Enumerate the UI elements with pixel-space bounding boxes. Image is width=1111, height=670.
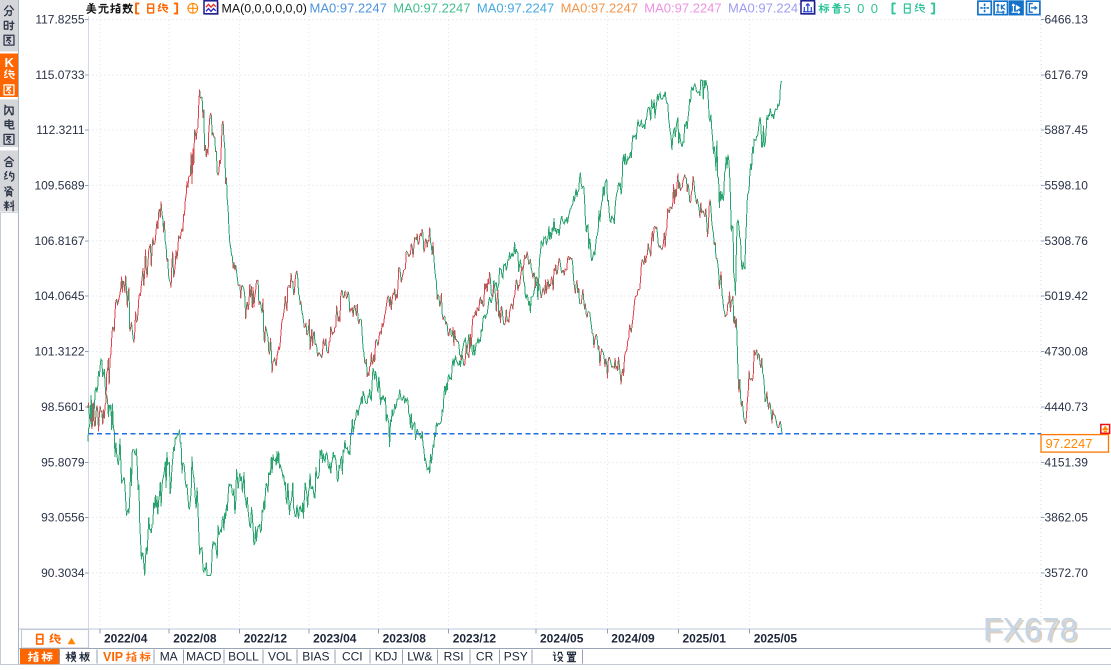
svg-text:6466.13: 6466.13 xyxy=(1045,13,1089,27)
svg-text:MA0:97.2247: MA0:97.2247 xyxy=(561,1,638,16)
svg-text:90.3034: 90.3034 xyxy=(41,566,85,580)
svg-text:5308.76: 5308.76 xyxy=(1045,234,1089,248)
svg-text:101.3122: 101.3122 xyxy=(34,345,84,359)
svg-text:5019.42: 5019.42 xyxy=(1045,289,1089,303)
svg-text:117.8255: 117.8255 xyxy=(35,13,84,27)
svg-text:2025/05: 2025/05 xyxy=(754,632,798,646)
svg-text:109.5689: 109.5689 xyxy=(34,179,84,193)
svg-text:97.2247: 97.2247 xyxy=(1046,436,1093,451)
svg-text:2023/08: 2023/08 xyxy=(383,632,427,646)
svg-text:MA0:97.2247: MA0:97.2247 xyxy=(310,1,387,16)
svg-text:CR: CR xyxy=(476,650,494,664)
svg-text:4730.08: 4730.08 xyxy=(1045,345,1089,359)
svg-text:5598.10: 5598.10 xyxy=(1045,179,1089,193)
svg-text:VIP: VIP xyxy=(103,650,123,664)
svg-text:115.0733: 115.0733 xyxy=(35,68,84,82)
svg-text:KDJ: KDJ xyxy=(375,650,398,664)
svg-text:2025/01: 2025/01 xyxy=(683,632,727,646)
svg-text:3862.05: 3862.05 xyxy=(1045,511,1089,525)
svg-text:112.3211: 112.3211 xyxy=(36,123,85,137)
svg-text:2023/04: 2023/04 xyxy=(313,632,357,646)
svg-text:500: 500 xyxy=(844,1,885,16)
svg-text:4151.39: 4151.39 xyxy=(1045,455,1089,469)
svg-text:5887.45: 5887.45 xyxy=(1045,123,1089,137)
svg-text:98.5601: 98.5601 xyxy=(41,400,85,414)
svg-text:FX678: FX678 xyxy=(985,614,1079,650)
svg-text:4440.73: 4440.73 xyxy=(1045,400,1089,414)
svg-text:3572.70: 3572.70 xyxy=(1045,566,1089,580)
svg-text:BOLL: BOLL xyxy=(228,650,259,664)
svg-text:6176.79: 6176.79 xyxy=(1045,68,1089,82)
svg-text:104.0645: 104.0645 xyxy=(34,289,84,303)
svg-text:MA0:97.2247: MA0:97.2247 xyxy=(477,1,554,16)
svg-text:2024/05: 2024/05 xyxy=(540,632,584,646)
svg-text:MACD: MACD xyxy=(186,650,222,664)
svg-text:RSI: RSI xyxy=(444,650,464,664)
svg-text:CCI: CCI xyxy=(342,650,363,664)
svg-text:PSY: PSY xyxy=(504,650,528,664)
svg-text:106.8167: 106.8167 xyxy=(34,234,84,248)
svg-text:95.8079: 95.8079 xyxy=(41,455,85,469)
svg-text:BIAS: BIAS xyxy=(302,650,329,664)
svg-text:K: K xyxy=(5,55,15,70)
svg-text:93.0556: 93.0556 xyxy=(41,511,85,525)
svg-text:MA(0,0,0,0,0,0): MA(0,0,0,0,0,0) xyxy=(222,2,307,16)
svg-text:2022/12: 2022/12 xyxy=(244,632,288,646)
svg-text:MA0:97.2247: MA0:97.2247 xyxy=(644,1,721,16)
svg-text:MA0:97.2247: MA0:97.2247 xyxy=(393,1,470,16)
svg-text:MA: MA xyxy=(160,650,178,664)
svg-text:2022/08: 2022/08 xyxy=(173,632,217,646)
svg-text:VOL: VOL xyxy=(268,650,292,664)
svg-text:LW&: LW& xyxy=(407,650,432,664)
svg-text:FX678: FX678 xyxy=(983,612,1077,648)
svg-text:2024/09: 2024/09 xyxy=(611,632,655,646)
svg-text:MA0:97.2247: MA0:97.2247 xyxy=(728,1,805,16)
svg-text:2023/12: 2023/12 xyxy=(453,632,497,646)
svg-text:2022/04: 2022/04 xyxy=(104,632,148,646)
